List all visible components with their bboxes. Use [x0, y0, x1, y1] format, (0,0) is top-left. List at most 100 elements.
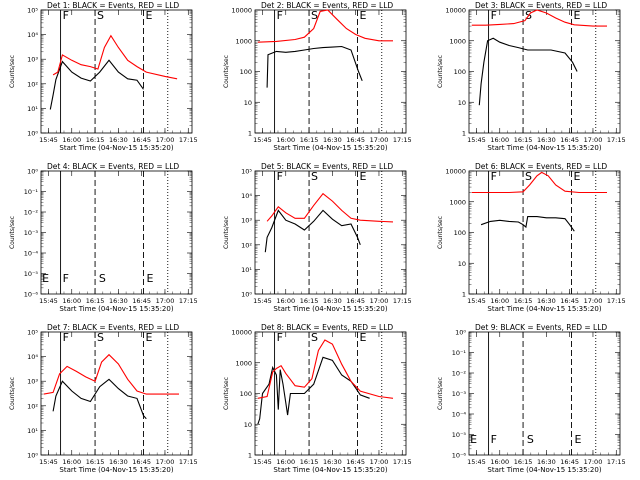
x-tick-label: 16:45: [132, 136, 151, 144]
x-tick-label: 17:00: [370, 297, 389, 305]
x-tick-label: 16:30: [323, 297, 342, 305]
marker-e: E: [574, 9, 581, 22]
y-tick-label: 100: [240, 68, 252, 76]
y-tick-label: 10³: [241, 217, 252, 225]
panel-det-9: Det 9: BLACK = Events, RED = LLD 10⁻⁶ 10⁻⁵…: [437, 323, 626, 474]
marker-f: F: [277, 9, 283, 22]
x-tick-label: 15:45: [467, 297, 486, 305]
y-tick-label: 100: [240, 390, 252, 398]
events-series-line: [52, 378, 147, 420]
x-tick-label: 17:15: [393, 458, 412, 466]
y-axis-label: Counts/sec: [437, 377, 444, 410]
y-tick-label: 10000: [445, 7, 466, 15]
x-tick-label: 16:00: [62, 136, 81, 144]
y-tick-label: 10000: [231, 7, 252, 15]
y-tick-label: 10⁴: [241, 192, 252, 200]
panel-det-4: Det 4: BLACK = Events, RED = LLD 10⁻⁶ 10⁻⁵…: [9, 162, 198, 313]
x-tick-label: 17:00: [370, 458, 389, 466]
y-tick-label: 1: [248, 452, 252, 460]
events-series-line: [49, 59, 144, 110]
y-tick-label: 10⁰: [27, 130, 38, 138]
marker-s: S: [311, 9, 318, 22]
marker-s: S: [311, 170, 318, 183]
y-tick-label: 1: [248, 130, 252, 138]
y-tick-label: 10⁰: [27, 168, 38, 176]
x-axis-label: Start Time (04-Nov-15 15:35:20): [59, 305, 173, 313]
y-tick-label: 10⁰: [241, 291, 252, 299]
panel-det-3: Det 3: BLACK = Events, RED = LLD 1 10 100 10…: [437, 1, 626, 152]
x-axis-label: Start Time (04-Nov-15 15:35:20): [59, 466, 173, 474]
marker-s: S: [525, 170, 532, 183]
y-axis-label: Counts/sec: [437, 55, 444, 88]
y-tick-label: 10⁻⁵: [452, 431, 467, 439]
x-tick-label: 16:15: [86, 458, 105, 466]
x-tick-label: 16:00: [490, 297, 509, 305]
y-tick-label: 10⁻²: [24, 209, 39, 217]
lld-series-line: [43, 353, 179, 395]
y-tick-label: 10⁻¹: [452, 349, 467, 357]
lld-series-line: [52, 34, 178, 80]
y-tick-label: 10³: [27, 378, 38, 386]
y-tick-label: 1000: [235, 359, 252, 367]
x-tick-label: 16:45: [346, 458, 365, 466]
y-axis-label: Counts/sec: [9, 216, 16, 249]
y-tick-label: 10⁻⁶: [452, 452, 467, 460]
events-series-line: [480, 216, 575, 232]
y-tick-label: 10000: [231, 329, 252, 337]
y-tick-label: 10⁵: [241, 168, 252, 176]
x-tick-label: 17:15: [179, 458, 198, 466]
events-series-line: [478, 37, 578, 106]
marker-e: E: [360, 9, 367, 22]
marker-e: E: [574, 433, 581, 446]
marker-f: F: [277, 170, 283, 183]
x-tick-label: 16:15: [514, 297, 533, 305]
y-axis-label: Counts/sec: [223, 55, 230, 88]
marker-s: S: [97, 331, 104, 344]
y-tick-label: 10⁻¹: [24, 188, 39, 196]
x-tick-label: 17:00: [584, 458, 603, 466]
x-tick-label: 16:45: [560, 297, 579, 305]
x-tick-label: 17:00: [156, 458, 175, 466]
y-tick-label: 10¹: [241, 266, 252, 274]
marker-e: E: [146, 9, 153, 22]
x-tick-label: 17:15: [607, 136, 626, 144]
marker-s: S: [99, 272, 106, 285]
x-tick-label: 16:00: [62, 458, 81, 466]
y-axis-label: Counts/sec: [9, 377, 16, 410]
y-axis-label: Counts/sec: [437, 216, 444, 249]
marker-e: E: [470, 433, 477, 446]
x-tick-label: 16:30: [109, 136, 128, 144]
x-tick-label: 16:45: [132, 458, 151, 466]
x-tick-label: 17:15: [179, 297, 198, 305]
panel-det-6: Det 6: BLACK = Events, RED = LLD 1 10 100 10…: [437, 162, 626, 313]
lld-series-line: [266, 192, 394, 223]
y-tick-label: 1000: [235, 37, 252, 45]
plot-frame: [468, 9, 621, 134]
lld-series-line: [471, 9, 607, 27]
marker-e: E: [574, 170, 581, 183]
x-tick-label: 15:45: [253, 297, 272, 305]
x-tick-label: 17:15: [607, 297, 626, 305]
panel-title: Det 6: BLACK = Events, RED = LLD: [475, 162, 607, 171]
x-tick-label: 16:45: [346, 297, 365, 305]
marker-e: E: [146, 272, 153, 285]
x-tick-label: 16:45: [346, 136, 365, 144]
marker-f: F: [491, 9, 497, 22]
events-series-line: [264, 209, 361, 253]
x-axis-label: Start Time (04-Nov-15 15:35:20): [487, 466, 601, 474]
x-tick-label: 16:30: [109, 297, 128, 305]
y-tick-label: 10⁻³: [24, 229, 39, 237]
y-tick-label: 10¹: [27, 105, 38, 113]
x-tick-label: 15:45: [39, 136, 58, 144]
plot-frame: [468, 170, 621, 295]
x-tick-label: 16:00: [276, 458, 295, 466]
marker-f: F: [491, 433, 497, 446]
y-tick-label: 10⁵: [27, 7, 38, 15]
panel-title: Det 7: BLACK = Events, RED = LLD: [47, 323, 179, 332]
panel-det-7: Det 7: BLACK = Events, RED = LLD 10⁰ 10¹ 10…: [9, 323, 198, 474]
panel-title: Det 3: BLACK = Events, RED = LLD: [475, 1, 607, 10]
y-tick-label: 1000: [449, 37, 466, 45]
y-tick-label: 10²: [27, 80, 38, 88]
x-tick-label: 16:45: [560, 458, 579, 466]
